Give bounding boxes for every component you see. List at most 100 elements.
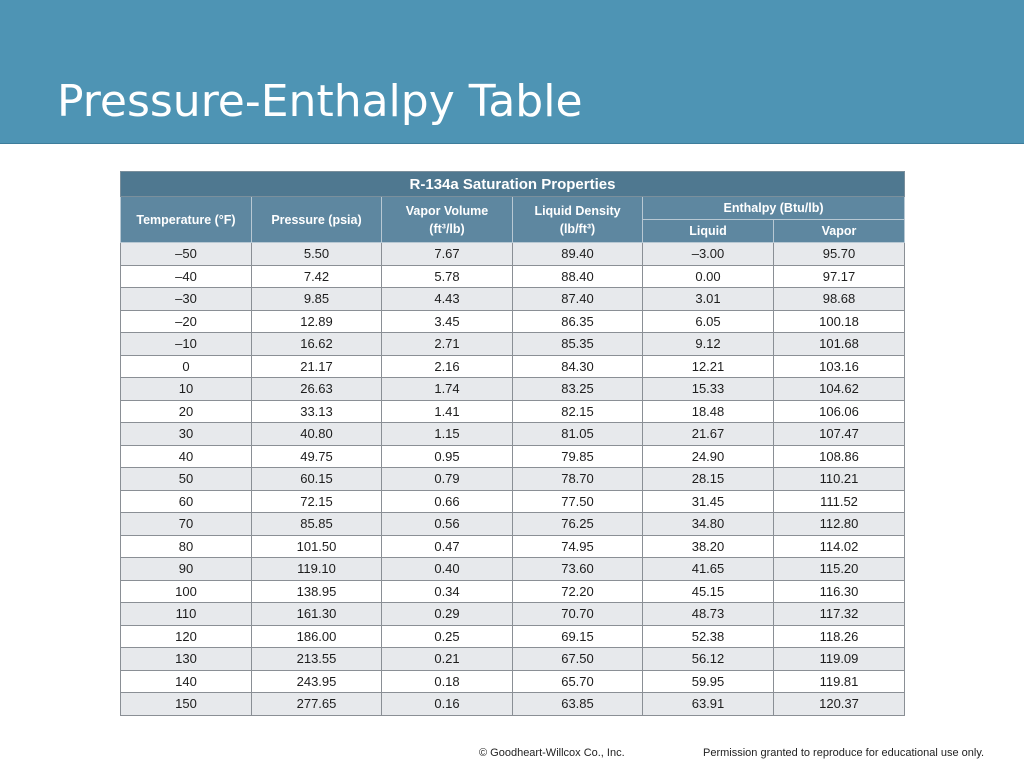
cell-enthalpy-vapor: 112.80 (773, 512, 905, 536)
cell-temperature: –40 (120, 264, 252, 288)
cell-liquid-density: 73.60 (512, 557, 643, 581)
cell-pressure: 7.42 (251, 264, 382, 288)
cell-enthalpy-liquid: 24.90 (642, 444, 774, 468)
cell-enthalpy-vapor: 118.26 (773, 624, 905, 648)
footer-permission: Permission granted to reproduce for educ… (703, 747, 985, 759)
cell-vapor-volume: 1.15 (381, 422, 513, 446)
cell-vapor-volume: 0.66 (381, 489, 513, 513)
cell-liquid-density: 83.25 (512, 377, 643, 401)
cell-temperature: –10 (120, 332, 252, 356)
header-temperature: Temperature (°F) (120, 196, 252, 243)
table-row: 20 33.13 1.41 82.15 18.48 106.06 (120, 399, 905, 423)
cell-pressure: 85.85 (251, 512, 382, 536)
cell-enthalpy-vapor: 116.30 (773, 579, 905, 603)
cell-vapor-volume: 0.56 (381, 512, 513, 536)
cell-pressure: 213.55 (251, 647, 382, 671)
cell-enthalpy-vapor: 115.20 (773, 557, 905, 581)
table-row: –30 9.85 4.43 87.40 3.01 98.68 (120, 287, 905, 311)
cell-pressure: 119.10 (251, 557, 382, 581)
cell-temperature: 150 (120, 692, 252, 716)
cell-vapor-volume: 1.74 (381, 377, 513, 401)
header-liquid-density-line2: (lb/ft³) (559, 221, 596, 236)
cell-temperature: 70 (120, 512, 252, 536)
table-row: 100 138.95 0.34 72.20 45.15 116.30 (120, 579, 905, 603)
cell-enthalpy-liquid: –3.00 (642, 242, 774, 266)
cell-liquid-density: 89.40 (512, 242, 643, 266)
cell-vapor-volume: 2.71 (381, 332, 513, 356)
cell-enthalpy-liquid: 52.38 (642, 624, 774, 648)
table-row: 50 60.15 0.79 78.70 28.15 110.21 (120, 467, 905, 491)
cell-pressure: 277.65 (251, 692, 382, 716)
cell-pressure: 186.00 (251, 624, 382, 648)
cell-pressure: 72.15 (251, 489, 382, 513)
cell-vapor-volume: 3.45 (381, 309, 513, 333)
cell-pressure: 40.80 (251, 422, 382, 446)
cell-vapor-volume: 0.29 (381, 602, 513, 626)
cell-enthalpy-vapor: 110.21 (773, 467, 905, 491)
cell-liquid-density: 67.50 (512, 647, 643, 671)
cell-liquid-density: 82.15 (512, 399, 643, 423)
cell-enthalpy-liquid: 31.45 (642, 489, 774, 513)
cell-enthalpy-vapor: 119.09 (773, 647, 905, 671)
cell-liquid-density: 77.50 (512, 489, 643, 513)
cell-liquid-density: 85.35 (512, 332, 643, 356)
cell-pressure: 16.62 (251, 332, 382, 356)
cell-enthalpy-vapor: 100.18 (773, 309, 905, 333)
cell-liquid-density: 76.25 (512, 512, 643, 536)
cell-temperature: 30 (120, 422, 252, 446)
cell-enthalpy-vapor: 107.47 (773, 422, 905, 446)
cell-enthalpy-vapor: 120.37 (773, 692, 905, 716)
cell-liquid-density: 70.70 (512, 602, 643, 626)
table-row: 70 85.85 0.56 76.25 34.80 112.80 (120, 512, 905, 536)
cell-pressure: 138.95 (251, 579, 382, 603)
cell-temperature: 80 (120, 534, 252, 558)
cell-pressure: 12.89 (251, 309, 382, 333)
cell-liquid-density: 84.30 (512, 354, 643, 378)
cell-pressure: 243.95 (251, 669, 382, 693)
cell-temperature: 50 (120, 467, 252, 491)
cell-enthalpy-liquid: 28.15 (642, 467, 774, 491)
saturation-table: R-134a Saturation Properties Temperature… (120, 171, 905, 716)
cell-enthalpy-liquid: 3.01 (642, 287, 774, 311)
cell-temperature: 140 (120, 669, 252, 693)
cell-temperature: 10 (120, 377, 252, 401)
cell-enthalpy-vapor: 103.16 (773, 354, 905, 378)
table-row: 10 26.63 1.74 83.25 15.33 104.62 (120, 377, 905, 401)
cell-temperature: –50 (120, 242, 252, 266)
cell-vapor-volume: 5.78 (381, 264, 513, 288)
cell-enthalpy-vapor: 95.70 (773, 242, 905, 266)
cell-vapor-volume: 2.16 (381, 354, 513, 378)
cell-temperature: 130 (120, 647, 252, 671)
cell-temperature: –20 (120, 309, 252, 333)
cell-liquid-density: 74.95 (512, 534, 643, 558)
cell-enthalpy-liquid: 63.91 (642, 692, 774, 716)
cell-liquid-density: 81.05 (512, 422, 643, 446)
cell-temperature: 40 (120, 444, 252, 468)
cell-enthalpy-vapor: 108.86 (773, 444, 905, 468)
cell-pressure: 9.85 (251, 287, 382, 311)
cell-enthalpy-vapor: 119.81 (773, 669, 905, 693)
cell-pressure: 33.13 (251, 399, 382, 423)
cell-enthalpy-liquid: 34.80 (642, 512, 774, 536)
cell-enthalpy-liquid: 56.12 (642, 647, 774, 671)
header-enthalpy-vapor: Vapor (773, 219, 905, 243)
slide-title: Pressure-Enthalpy Table (57, 76, 583, 127)
header-pressure: Pressure (psia) (251, 196, 382, 243)
cell-temperature: 100 (120, 579, 252, 603)
table-row: 120 186.00 0.25 69.15 52.38 118.26 (120, 624, 905, 648)
table-row: 110 161.30 0.29 70.70 48.73 117.32 (120, 602, 905, 626)
cell-enthalpy-liquid: 9.12 (642, 332, 774, 356)
header-vapor-volume: Vapor Volume (ft³/lb) (381, 196, 513, 243)
cell-enthalpy-liquid: 6.05 (642, 309, 774, 333)
cell-enthalpy-vapor: 111.52 (773, 489, 905, 513)
cell-pressure: 26.63 (251, 377, 382, 401)
header-vapor-volume-line2: (ft³/lb) (429, 221, 465, 236)
cell-vapor-volume: 0.79 (381, 467, 513, 491)
cell-vapor-volume: 0.34 (381, 579, 513, 603)
footer-copyright: © Goodheart-Willcox Co., Inc. (479, 747, 625, 759)
table-row: 80 101.50 0.47 74.95 38.20 114.02 (120, 534, 905, 558)
cell-liquid-density: 87.40 (512, 287, 643, 311)
cell-liquid-density: 86.35 (512, 309, 643, 333)
title-bar: Pressure-Enthalpy Table (0, 0, 1024, 144)
cell-vapor-volume: 7.67 (381, 242, 513, 266)
